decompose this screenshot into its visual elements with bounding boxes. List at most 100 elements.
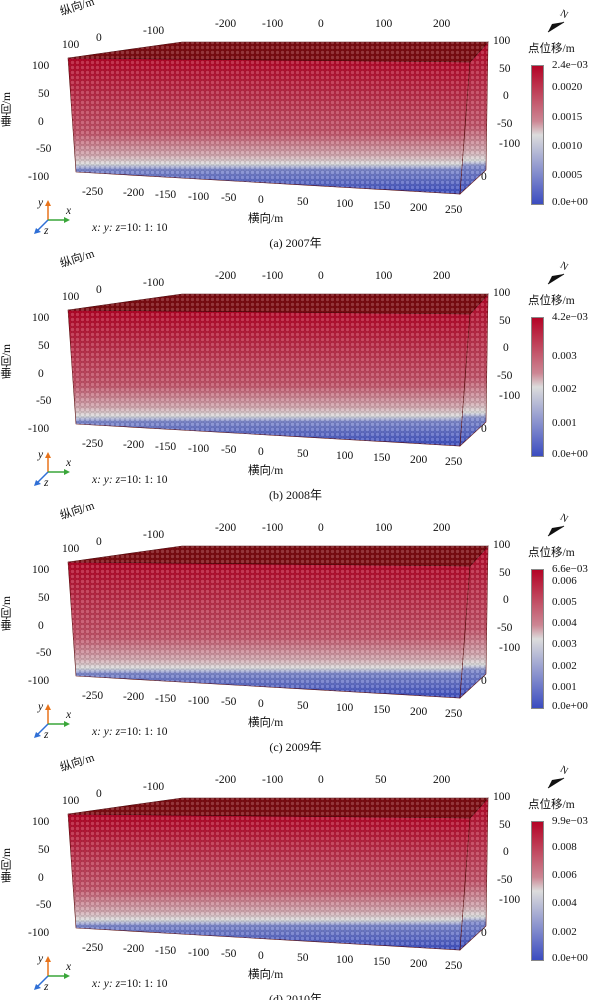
longitudinal-tick: 100: [62, 39, 80, 51]
colorbar-tick: 0.008: [552, 840, 577, 853]
vertical-right-tick: -50: [497, 370, 513, 382]
vertical-tick: 0: [38, 872, 44, 884]
longitudinal-tick: 200: [433, 774, 451, 786]
horizontal-tick: -50: [221, 696, 237, 708]
horizontal-tick: 0: [258, 698, 264, 710]
triad-y-label: y: [38, 197, 44, 209]
vertical-right-tick: 100: [493, 35, 511, 47]
horizontal-axis-label: 横向/m: [248, 213, 284, 225]
longitudinal-tick: 200: [433, 270, 451, 282]
colorbar-title: 点位移/m: [528, 547, 575, 559]
panel-d: 纵向/m 0 -100 -200 -100 0 50 200 100 垂向/m 100 50 0 -50-…: [0, 752, 591, 1000]
longitudinal-tick: 100: [375, 522, 393, 534]
colorbar-max-label: 4.2e−03: [552, 311, 588, 323]
scale-ratio-values: =10: 1: 10: [120, 978, 168, 990]
horizontal-tick: 150: [373, 200, 391, 212]
horizontal-tick: 0: [258, 950, 264, 962]
colorbar-tick: 0.004: [552, 617, 577, 630]
scale-ratio: x: y: z=10: 1: 10: [92, 222, 167, 234]
vertical-tick: 100: [32, 564, 50, 576]
longitudinal-tick: 50: [375, 774, 387, 786]
vertical-right-tick: 0: [503, 594, 509, 606]
colorbar: [531, 317, 544, 457]
vertical-right-tick: 50: [499, 567, 511, 579]
colorbar-tick: 0.004: [552, 897, 577, 910]
scale-ratio-vars: x: y: z: [92, 474, 121, 486]
longitudinal-tick: 100: [62, 543, 80, 555]
horizontal-tick: 250: [445, 204, 463, 216]
horizontal-tick: -250: [82, 186, 104, 198]
colorbar-tick: 0.005: [552, 595, 577, 608]
colorbar-tick: 0.0015: [552, 110, 583, 123]
longitudinal-tick: 0: [318, 270, 324, 282]
particle-block: [67, 797, 489, 951]
vertical-right-tick: -100: [499, 642, 521, 654]
particle-texture: [460, 546, 488, 698]
horizontal-tick: -150: [155, 189, 177, 201]
colorbar-max-label: 6.6e−03: [552, 563, 588, 575]
vertical-right-tick: -100: [499, 138, 521, 150]
vertical-right-tick: 0: [481, 171, 487, 183]
vertical-tick: 50: [38, 844, 50, 856]
longitudinal-tick: 0: [318, 18, 324, 30]
colorbar-tick: 0.002: [552, 925, 577, 938]
vertical-right-tick: 0: [481, 675, 487, 687]
vertical-axis-label: 垂向/m: [1, 92, 13, 128]
scale-ratio: x: y: z=10: 1: 10: [92, 726, 167, 738]
vertical-right-tick: 100: [493, 791, 511, 803]
colorbar-tick: 0.003: [552, 350, 577, 362]
horizontal-tick: 150: [373, 452, 391, 464]
vertical-right-tick: -50: [497, 622, 513, 634]
horizontal-tick: -250: [82, 438, 104, 450]
particle-texture: [68, 798, 488, 818]
horizontal-tick: 50: [297, 196, 309, 208]
horizontal-axis-label: 横向/m: [248, 969, 284, 981]
horizontal-tick: -50: [221, 444, 237, 456]
colorbar: [531, 65, 544, 205]
panel-caption: (c) 2009年: [269, 740, 322, 754]
panel-a: 纵向/m 0 -100 -200 -100 0 100 200 100 垂向/m 100 50 0 -50…: [0, 0, 591, 250]
vertical-tick: -100: [28, 675, 50, 687]
vertical-tick: 100: [32, 312, 50, 324]
horizontal-tick: -50: [221, 948, 237, 960]
longitudinal-tick: -200: [215, 270, 237, 282]
vertical-tick: -100: [28, 927, 50, 939]
horizontal-tick: 0: [258, 194, 264, 206]
vertical-right-tick: 100: [493, 287, 511, 299]
horizontal-tick: 100: [336, 702, 354, 714]
particle-texture: [68, 546, 488, 566]
longitudinal-tick: 0: [96, 32, 102, 44]
longitudinal-tick: -100: [262, 270, 284, 282]
horizontal-tick: 100: [336, 450, 354, 462]
scale-ratio-values: =10: 1: 10: [120, 474, 168, 486]
vertical-right-tick: 100: [493, 539, 511, 551]
axis-triad-icon: [34, 200, 70, 234]
horizontal-tick: 0: [258, 446, 264, 458]
horizontal-tick: -100: [188, 695, 210, 707]
horizontal-tick: 50: [297, 952, 309, 964]
longitudinal-tick: 0: [96, 788, 102, 800]
particle-texture: [460, 42, 488, 194]
horizontal-tick: 100: [336, 198, 354, 210]
vertical-right-tick: 0: [503, 90, 509, 102]
particle-block: [67, 293, 489, 447]
vertical-tick: -50: [36, 395, 52, 407]
horizontal-tick: 250: [445, 960, 463, 972]
longitudinal-tick: -200: [215, 18, 237, 30]
axis-triad-icon: [34, 956, 70, 990]
vertical-tick: 100: [32, 60, 50, 72]
vertical-right-tick: 0: [503, 342, 509, 354]
horizontal-axis-label: 横向/m: [248, 465, 284, 477]
particle-block: [67, 41, 489, 195]
vertical-axis-label: 垂向/m: [1, 848, 13, 884]
colorbar-tick: 0.002: [552, 383, 577, 396]
longitudinal-tick: 200: [433, 522, 451, 534]
longitudinal-tick: -200: [215, 522, 237, 534]
particle-texture: [68, 58, 470, 194]
particle-texture: [68, 42, 488, 62]
horizontal-tick: -50: [221, 192, 237, 204]
vertical-axis-label: 垂向/m: [1, 344, 13, 380]
longitudinal-tick: -200: [215, 774, 237, 786]
horizontal-tick: 150: [373, 704, 391, 716]
horizontal-tick: 250: [445, 456, 463, 468]
